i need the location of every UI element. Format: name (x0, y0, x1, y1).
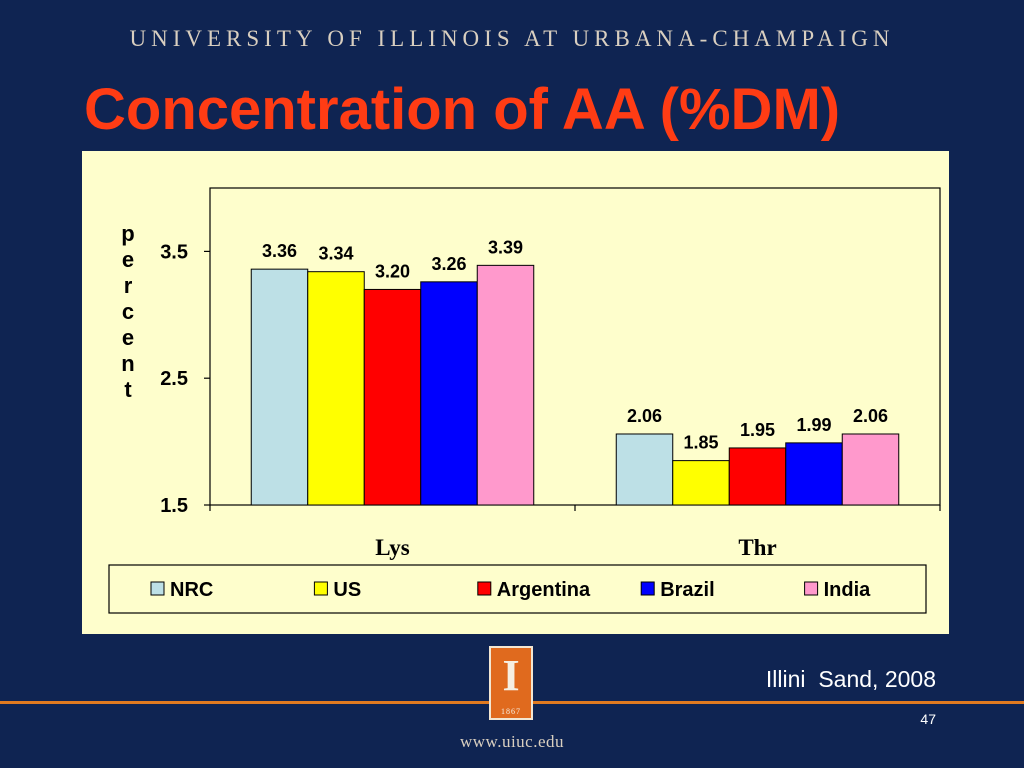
y-axis-label-letter: p (121, 221, 134, 246)
data-label: 3.34 (318, 244, 353, 264)
data-label: 1.99 (796, 415, 831, 435)
bar-nrc-lys (250, 268, 309, 506)
bar-us-thr (672, 460, 730, 506)
y-tick-label: 1.5 (160, 495, 188, 517)
university-header: UNIVERSITY OF ILLINOIS AT URBANA-CHAMPAI… (129, 26, 895, 51)
legend-label-brazil: Brazil (660, 579, 714, 601)
data-label: 3.26 (431, 254, 466, 274)
bar-nrc-thr (615, 433, 674, 506)
legend-swatch-us (313, 581, 328, 596)
data-label: 1.85 (683, 433, 718, 453)
y-axis-label-letter: r (124, 273, 133, 298)
x-category-label: Thr (738, 535, 776, 560)
bar-brazil-lys (420, 281, 478, 506)
y-tick-label: 3.5 (160, 241, 188, 263)
y-axis-label-letter: n (121, 351, 134, 376)
data-label: 3.39 (488, 237, 523, 257)
y-axis-label-letter: c (122, 299, 134, 324)
x-category-label: Lys (375, 535, 410, 560)
data-label: 2.06 (627, 406, 662, 426)
y-axis-label-letter: e (122, 325, 134, 350)
university-seal: I 1867 (489, 646, 533, 720)
legend-label-nrc: NRC (170, 579, 213, 601)
legend-swatch-india (804, 581, 819, 596)
footer-url: www.uiuc.edu (459, 732, 565, 751)
bar-us-lys (307, 271, 365, 506)
data-label: 2.06 (853, 406, 888, 426)
slide-title: Concentration of AA (%DM) (84, 77, 841, 142)
legend-swatch-nrc (150, 581, 165, 596)
legend-label-argentina: Argentina (497, 579, 591, 601)
bar-brazil-thr (785, 442, 843, 506)
page-number: 47 (920, 711, 936, 727)
legend-swatch-argentina (477, 581, 492, 596)
data-label: 3.20 (375, 261, 410, 281)
bar-india-thr (841, 433, 900, 506)
chart-panel: 3.5 2.5 1.5 p e r c e n t 3.36 3.34 3.20 3.26 3.39 Lys 2… (82, 151, 949, 634)
y-axis-label-letter: t (124, 377, 132, 402)
legend-box (108, 564, 927, 614)
source-credit: Illini Sand, 2008 (765, 666, 936, 692)
legend-swatch-brazil (640, 581, 655, 596)
legend-label-us: US (333, 579, 361, 601)
y-tick-label: 2.5 (160, 368, 188, 390)
data-label: 1.95 (740, 420, 775, 440)
seal-glyph: I (502, 651, 520, 700)
bar-argentina-thr (728, 447, 787, 506)
seal-year: 1867 (501, 707, 521, 716)
bar-argentina-lys (363, 288, 422, 506)
bar-india-lys (476, 264, 535, 506)
legend-label-india: India (824, 579, 872, 601)
data-label: 3.36 (262, 241, 297, 261)
y-axis-label-letter: e (122, 247, 134, 272)
